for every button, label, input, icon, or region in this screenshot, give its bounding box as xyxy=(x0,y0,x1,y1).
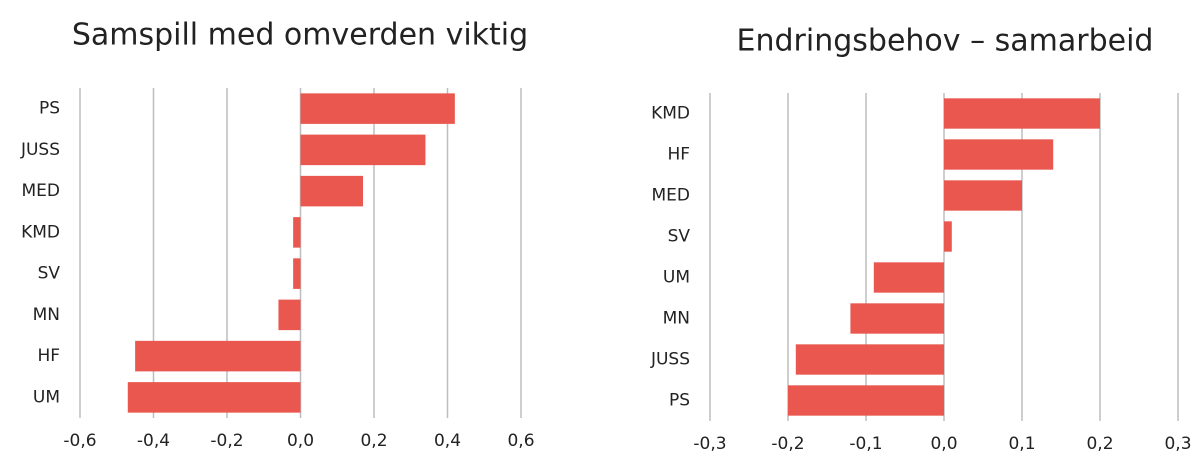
y-tick-label: JUSS xyxy=(650,350,690,370)
bar xyxy=(795,344,944,375)
y-tick-label: PS xyxy=(669,391,690,411)
bar xyxy=(944,98,1100,129)
y-tick-label: SV xyxy=(38,264,61,284)
x-tick-label: 0,2 xyxy=(1086,434,1113,454)
x-tick-label: -0,4 xyxy=(137,431,170,451)
x-tick-label: -0,2 xyxy=(771,434,804,454)
bar xyxy=(278,299,301,331)
y-tick-label: KMD xyxy=(651,104,690,124)
x-tick-label: -0,3 xyxy=(693,434,726,454)
y-tick-label: SV xyxy=(668,227,691,247)
y-tick-label: MED xyxy=(22,181,61,201)
bar xyxy=(127,382,301,413)
bar xyxy=(944,139,1054,170)
bar xyxy=(873,262,944,293)
y-tick-label: UM xyxy=(33,387,60,407)
y-tick-label: UM xyxy=(663,268,690,288)
bar xyxy=(944,221,952,252)
bar xyxy=(293,217,301,248)
y-tick-label: HF xyxy=(667,145,690,165)
x-tick-label: 0,3 xyxy=(1164,434,1191,454)
y-tick-label: KMD xyxy=(21,222,60,242)
x-tick-label: 0,1 xyxy=(1008,434,1035,454)
x-tick-label: 0,0 xyxy=(287,431,314,451)
bar xyxy=(300,175,363,207)
y-tick-label: MN xyxy=(33,305,60,325)
chart-title: Endringsbehov – samarbeid xyxy=(737,24,1154,59)
y-tick-label: PS xyxy=(39,99,60,119)
x-tick-label: 0,6 xyxy=(507,431,534,451)
bar xyxy=(293,258,301,289)
x-tick-label: -0,6 xyxy=(63,431,96,451)
x-tick-label: 0,2 xyxy=(360,431,387,451)
bar xyxy=(135,340,301,372)
bar xyxy=(944,180,1022,211)
bar xyxy=(850,303,944,334)
bar xyxy=(788,385,944,416)
y-tick-label: HF xyxy=(37,346,60,366)
y-tick-label: MN xyxy=(663,309,690,329)
bar xyxy=(300,134,426,166)
x-tick-label: -0,2 xyxy=(210,431,243,451)
x-tick-label: -0,1 xyxy=(849,434,882,454)
y-tick-label: MED xyxy=(652,186,691,206)
bar xyxy=(300,93,455,124)
x-tick-label: 0,4 xyxy=(434,431,461,451)
y-tick-label: JUSS xyxy=(20,140,60,160)
chart-title: Samspill med omverden viktig xyxy=(72,18,528,53)
x-tick-label: 0,0 xyxy=(930,434,957,454)
